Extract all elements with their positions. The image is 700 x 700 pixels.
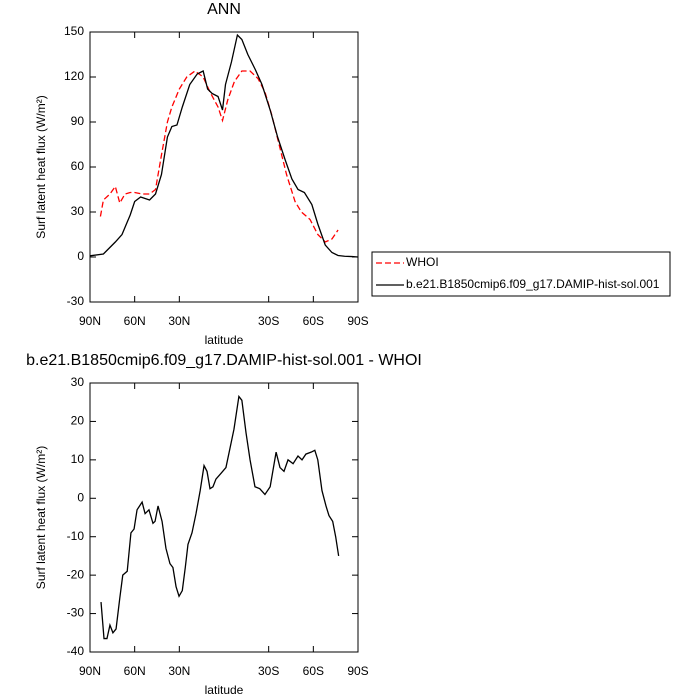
- data-line: [89, 33, 359, 258]
- y-axis-label: Surf latent heat flux (W/m²): [34, 446, 48, 589]
- y-tick-label: 20: [71, 414, 85, 428]
- x-tick-label: 60S: [303, 314, 324, 328]
- y-tick-label: 150: [64, 24, 84, 38]
- y-tick-label: 30: [71, 204, 85, 218]
- chart-title: ANN: [207, 1, 241, 18]
- y-tick-label: -10: [67, 529, 85, 543]
- chart-title: b.e21.B1850cmip6.f09_g17.DAMIP-hist-sol.…: [26, 352, 422, 369]
- y-tick-label: -40: [67, 644, 85, 658]
- x-tick-label: 60S: [303, 664, 324, 678]
- x-tick-label: 30S: [258, 314, 279, 328]
- data-line: [99, 70, 339, 243]
- legend-box: [371, 251, 671, 297]
- x-axis-label: latitude: [205, 333, 244, 347]
- x-axis-label: latitude: [205, 683, 244, 697]
- x-tick-label: 90S: [347, 314, 368, 328]
- x-tick-label: 90N: [79, 664, 101, 678]
- y-tick-label: 30: [71, 375, 85, 389]
- y-tick-label: 10: [71, 452, 85, 466]
- legend-label: WHOI: [406, 255, 439, 269]
- data-line: [100, 394, 340, 640]
- y-axis-label: Surf latent heat flux (W/m²): [34, 95, 48, 238]
- x-tick-label: 60N: [124, 664, 146, 678]
- y-tick-label: -30: [67, 294, 85, 308]
- y-tick-label: 120: [64, 69, 84, 83]
- y-tick-label: 90: [71, 114, 85, 128]
- x-tick-label: 90S: [347, 664, 368, 678]
- y-tick-label: 0: [77, 490, 84, 504]
- x-tick-label: 30N: [168, 314, 190, 328]
- x-tick-label: 30N: [168, 664, 190, 678]
- y-tick-label: 60: [71, 159, 85, 173]
- x-tick-label: 90N: [79, 314, 101, 328]
- y-tick-label: -20: [67, 567, 85, 581]
- plot-frame: [89, 382, 359, 653]
- y-tick-label: 0: [77, 249, 84, 263]
- plot-frame: [89, 31, 359, 303]
- legend-label: b.e21.B1850cmip6.f09_g17.DAMIP-hist-sol.…: [406, 277, 660, 291]
- x-tick-label: 30S: [258, 664, 279, 678]
- x-tick-label: 60N: [124, 314, 146, 328]
- y-tick-label: -30: [67, 606, 85, 620]
